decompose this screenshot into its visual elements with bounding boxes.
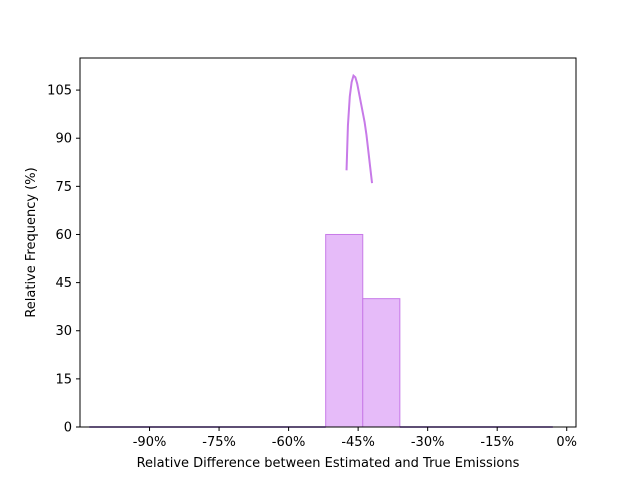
y-tick-label: 90 — [55, 132, 72, 147]
density-curve — [345, 73, 374, 184]
y-tick-label: 105 — [47, 84, 72, 99]
y-tick-label: 0 — [64, 421, 72, 436]
x-tick-label: 0% — [556, 435, 577, 450]
y-tick-label: 15 — [55, 372, 72, 387]
x-tick-label: -75% — [202, 435, 236, 450]
plot-frame — [79, 57, 577, 428]
histogram — [89, 233, 553, 428]
y-axis: 0 15 30 45 60 75 90 105 — [47, 84, 80, 436]
histogram-bar-1 — [325, 233, 364, 428]
x-tick-label: -15% — [480, 435, 514, 450]
y-tick-label: 45 — [55, 276, 72, 291]
x-tick-label: -60% — [272, 435, 306, 450]
histogram-bar-2 — [362, 298, 401, 428]
y-tick-label: 60 — [55, 228, 72, 243]
x-tick-label: -30% — [411, 435, 445, 450]
x-tick-label: -45% — [341, 435, 375, 450]
x-tick-label: -90% — [133, 435, 167, 450]
y-tick-label: 75 — [55, 180, 72, 195]
curve — [345, 73, 374, 184]
y-axis-label: Relative Frequency (%) — [24, 167, 39, 317]
x-axis-label: Relative Difference between Estimated an… — [137, 456, 520, 471]
x-axis: -90% -75% -60% -45% -30% -15% 0% — [133, 427, 577, 450]
y-tick-label: 30 — [55, 324, 72, 339]
